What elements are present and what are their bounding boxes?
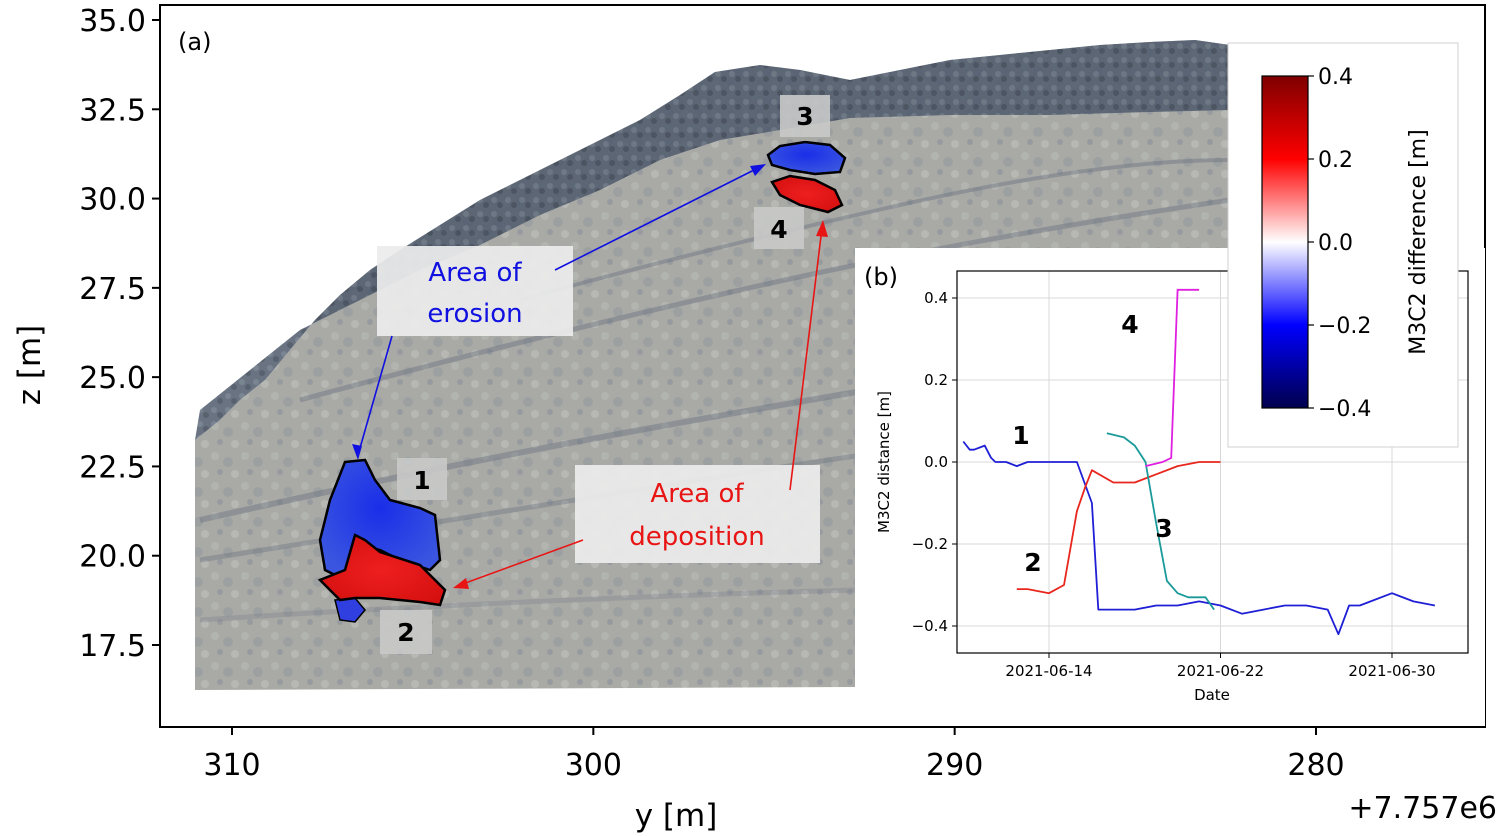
inset-x-tick-label: 2021-06-14 <box>1005 662 1092 680</box>
strata-line <box>199 587 856 623</box>
colorbar: 0.4 0.2 0.0 −0.2 −0.4 M3C2 difference [m] <box>1227 42 1459 448</box>
region-number-3: 3 <box>796 102 813 131</box>
point-cloud <box>195 40 1231 690</box>
colorbar-ticks: 0.4 0.2 0.0 −0.2 −0.4 <box>1308 65 1371 422</box>
annotation-erosion-line2: erosion <box>427 299 522 329</box>
colorbar-gradient <box>1261 75 1309 409</box>
colorbar-tick-label: 0.0 <box>1318 231 1353 256</box>
inset-y-tick-label: −0.4 <box>912 617 948 635</box>
x-tick-label: 290 <box>926 748 983 783</box>
panel-a-label: (a) <box>178 28 211 56</box>
panel-a: 1 2 3 4 Area of erosion Area of depositi… <box>12 4 1497 834</box>
annotation-erosion: Area of erosion <box>377 246 573 336</box>
colorbar-tick-label: 0.4 <box>1318 65 1353 90</box>
y-tick-label: 17.5 <box>79 629 146 664</box>
panel-b-label: (b) <box>864 263 898 291</box>
rock-crust <box>195 40 1230 440</box>
region-number-2: 2 <box>397 618 414 647</box>
panel-b-x-axis-title: Date <box>1194 686 1230 704</box>
colorbar-tick-label: −0.2 <box>1318 314 1371 339</box>
series-line-4 <box>1145 288 1200 467</box>
region-4-deposition <box>770 174 844 214</box>
arrow-deposition-to-2 <box>459 539 584 586</box>
x-tick-label: 310 <box>203 748 260 783</box>
region-number-box-4: 4 <box>754 207 804 249</box>
panel-b-y-axis-title: M3C2 distance [m] <box>875 391 893 533</box>
y-tick-label: 27.5 <box>79 272 146 307</box>
x-tick-label: 300 <box>565 748 622 783</box>
panel-b-x-ticks: 2021-06-14 2021-06-22 2021-06-30 <box>1005 653 1436 680</box>
series-line-1 <box>962 440 1436 636</box>
y-tick-label: 22.5 <box>79 450 146 485</box>
colorbar-tick-label: −0.4 <box>1318 397 1371 422</box>
arrow-erosion-to-3 <box>554 166 761 271</box>
inset-y-tick-label: −0.2 <box>912 535 948 553</box>
panel-b-y-ticks: −0.4 −0.2 0.0 0.2 0.4 <box>912 289 957 635</box>
colorbar-label: M3C2 difference [m] <box>1406 129 1431 354</box>
arrow-erosion-to-1-head <box>352 444 362 460</box>
panel-a-x-ticks: 310 300 290 280 <box>203 727 1345 783</box>
inset-x-tick-label: 2021-06-22 <box>1177 662 1264 680</box>
y-tick-label: 25.0 <box>79 361 146 396</box>
strata-line <box>299 197 1231 403</box>
series-label-3: 3 <box>1155 514 1172 543</box>
arrow-deposition-to-2-head <box>453 578 469 589</box>
series-label-1: 1 <box>1012 421 1029 450</box>
annotation-erosion-line1: Area of <box>428 258 522 288</box>
change-regions <box>317 140 847 623</box>
region-3-erosion <box>766 140 847 176</box>
region-number-box-1: 1 <box>397 458 447 500</box>
y-tick-label: 30.0 <box>79 183 146 218</box>
strata-line <box>519 158 1231 302</box>
region-2-deposition <box>317 533 447 607</box>
inset-x-tick-label: 2021-06-30 <box>1348 662 1435 680</box>
annotation-deposition-line1: Area of <box>650 479 744 509</box>
arrow-deposition-to-4-head <box>816 220 828 237</box>
region-number-4: 4 <box>770 215 787 244</box>
arrow-deposition-to-4 <box>789 227 823 491</box>
colorbar-tick-label: 0.2 <box>1318 148 1353 173</box>
region-number-box-2: 2 <box>380 610 432 654</box>
arrows <box>352 164 828 589</box>
rock-face <box>195 40 1230 690</box>
inset-y-tick-label: 0.2 <box>924 371 948 389</box>
panel-a-x-axis-title: y [m] <box>635 798 718 834</box>
inset-y-tick-label: 0.0 <box>924 453 948 471</box>
series-label-2: 2 <box>1024 548 1041 577</box>
arrow-erosion-to-1 <box>357 335 393 456</box>
y-tick-label: 32.5 <box>79 93 146 128</box>
panel-a-y-ticks: 17.5 20.0 22.5 25.0 27.5 30.0 32.5 35.0 <box>79 4 160 664</box>
y-tick-label: 35.0 <box>79 4 146 39</box>
panel-a-y-axis-title: z [m] <box>12 325 48 406</box>
region-number-box-3: 3 <box>780 95 830 137</box>
annotation-deposition: Area of deposition <box>575 465 820 563</box>
series-label-4: 4 <box>1121 310 1138 339</box>
region-number-1: 1 <box>413 466 430 495</box>
arrow-erosion-to-3-head <box>750 164 766 176</box>
y-tick-label: 20.0 <box>79 540 146 575</box>
x-offset-text: +7.757e6 <box>1348 791 1497 826</box>
series-line-2 <box>1016 461 1221 595</box>
panel-b-series <box>962 288 1436 636</box>
series-line-3 <box>1106 432 1215 611</box>
x-tick-label: 280 <box>1287 748 1344 783</box>
annotation-deposition-line2: deposition <box>629 522 764 552</box>
inset-y-tick-label: 0.4 <box>924 289 948 307</box>
